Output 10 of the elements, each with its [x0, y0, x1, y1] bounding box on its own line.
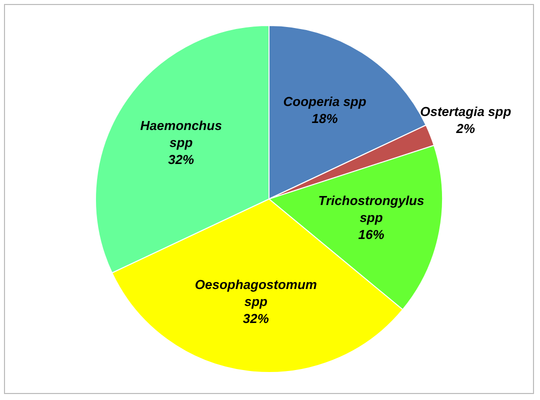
data-label: 32%	[242, 310, 270, 326]
data-label: 16%	[358, 227, 385, 242]
slice-label: Ostertagia spp	[420, 104, 512, 120]
data-label: 2%	[455, 121, 476, 136]
slice-label: Cooperia spp	[283, 94, 366, 110]
data-label: 32%	[168, 152, 195, 167]
slice-label: Haemonchus spp	[140, 118, 222, 150]
slice-label: Oesophagostomum spp	[194, 276, 318, 309]
data-label: 18%	[312, 111, 338, 126]
slice-label: Trichostrongylus spp	[318, 193, 424, 226]
